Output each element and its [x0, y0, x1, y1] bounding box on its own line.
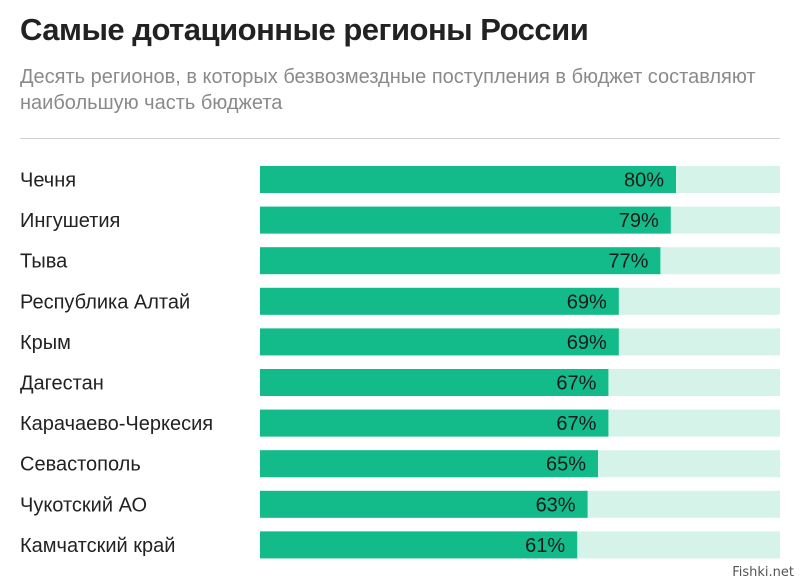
- bar-row: Карачаево-Черкесия 67%: [20, 409, 780, 437]
- bar-row: Чукотский АО 63%: [20, 490, 780, 518]
- category-label: Ингушетия: [20, 210, 120, 232]
- bar-row: Дагестан 67%: [20, 369, 780, 396]
- value-label: 65%: [546, 454, 586, 476]
- category-label: Севастополь: [20, 454, 141, 476]
- bar-row: Камчатский край 61%: [20, 531, 780, 559]
- category-label: Карачаево-Черкесия: [20, 413, 213, 435]
- bar: [260, 409, 609, 437]
- bar: [260, 328, 619, 356]
- bar: [260, 531, 578, 559]
- bar-row: Ингушетия 79%: [20, 206, 780, 234]
- bar-row: Крым 69%: [20, 328, 780, 356]
- bar-row: Чечня 80%: [20, 166, 780, 193]
- value-label: 61%: [525, 535, 565, 557]
- bar-row: Тыва 77%: [20, 247, 780, 275]
- bar: [260, 287, 619, 315]
- chart-title: Самые дотационные регионы России: [20, 12, 589, 47]
- category-label: Чукотский АО: [20, 494, 147, 516]
- category-label: Чечня: [20, 170, 76, 192]
- value-label: 79%: [619, 210, 659, 232]
- value-label: 80%: [624, 170, 664, 192]
- category-label: Республика Алтай: [20, 291, 190, 313]
- category-label: Тыва: [20, 251, 68, 273]
- bar: [260, 206, 671, 234]
- bar: [260, 369, 609, 396]
- value-label: 63%: [536, 494, 576, 516]
- chart-subtitle: Десять регионов, в которых безвозмездные…: [20, 66, 756, 114]
- category-label: Дагестан: [20, 373, 104, 395]
- bar-row: Севастополь 65%: [20, 450, 780, 478]
- value-label: 77%: [608, 251, 648, 273]
- divider: [20, 138, 780, 139]
- watermark: Fishki.net: [732, 565, 794, 580]
- value-label: 67%: [556, 413, 596, 435]
- bar: [260, 166, 676, 193]
- bar-row: Республика Алтай 69%: [20, 287, 780, 315]
- value-label: 69%: [567, 291, 607, 313]
- bar: [260, 490, 588, 518]
- category-label: Камчатский край: [20, 535, 175, 557]
- value-label: 67%: [556, 373, 596, 395]
- bar: [260, 247, 661, 275]
- category-label: Крым: [20, 332, 71, 354]
- value-label: 69%: [567, 332, 607, 354]
- bar: [260, 450, 598, 478]
